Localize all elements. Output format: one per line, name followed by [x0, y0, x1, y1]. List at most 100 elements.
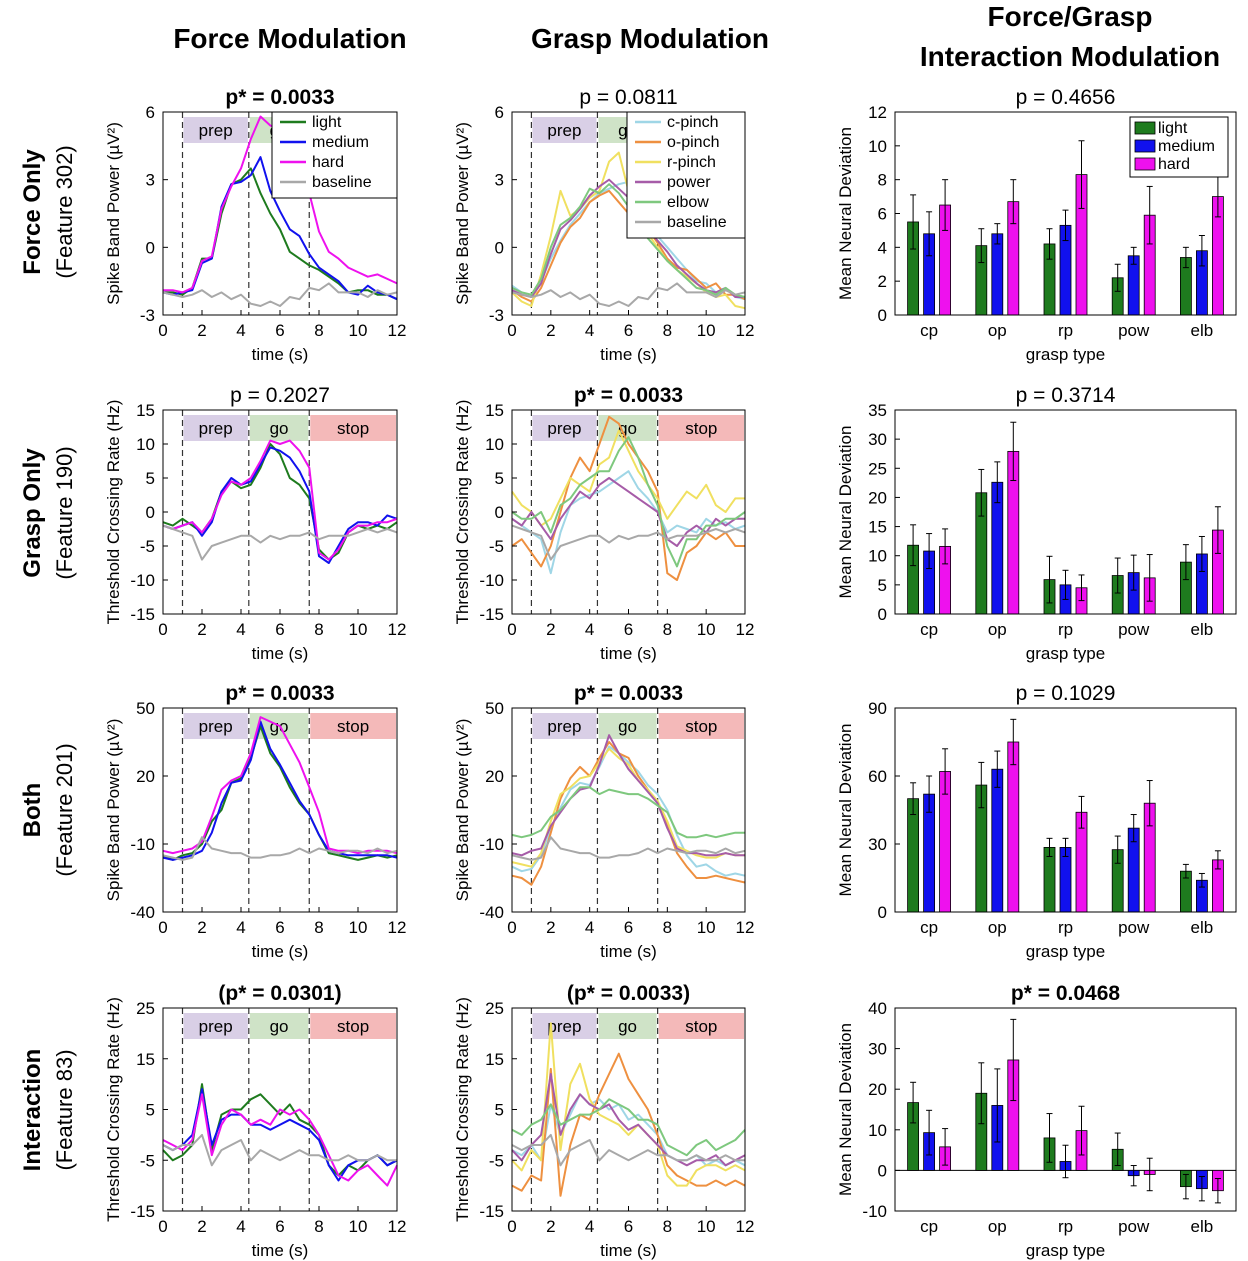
x-tick-label: 10 [349, 321, 368, 340]
series-line-hard [162, 716, 398, 855]
y-tick-label: 10 [136, 435, 155, 454]
legend-label-baseline: baseline [312, 174, 372, 191]
panel-grasp-row3: (p* = 0.0033) Threshold Crossing Rate (Hz… [453, 982, 754, 1260]
y-tick-label: 12 [868, 103, 887, 122]
panel-title: p = 0.2027 [230, 384, 330, 407]
phase-band-go [249, 1013, 309, 1039]
y-tick-label: 40 [868, 999, 887, 1018]
y-tick-label: 5 [878, 576, 887, 595]
series-line-r-pinch [511, 1022, 746, 1187]
x-tick-label: 4 [236, 620, 245, 639]
y-tick-label: 0 [878, 605, 887, 624]
series-line-baseline [162, 282, 398, 307]
y-tick-label: 35 [868, 401, 887, 420]
phase-band-stop [310, 415, 396, 441]
phase-band-stop [310, 713, 396, 739]
x-tick-label: 12 [388, 1217, 407, 1236]
y-axis-label: Mean Neural Deviation [836, 426, 855, 599]
phase-label-prep: prep [547, 419, 581, 438]
legend-swatch-light [1134, 121, 1156, 135]
y-tick-label: 25 [136, 999, 155, 1018]
x-axis-label: grasp type [1026, 345, 1105, 364]
x-tick-label: 10 [349, 620, 368, 639]
category-label: op [988, 1217, 1007, 1236]
x-tick-label: 4 [236, 918, 245, 937]
x-tick-label: 6 [624, 321, 633, 340]
panel-force-row0: p* = 0.0033 Spike Band Power (µV²) time (s… [104, 86, 406, 364]
x-tick-label: 2 [546, 321, 555, 340]
axes-frame [511, 1007, 746, 1212]
panel-title: p = 0.0811 [579, 86, 677, 109]
series-line-baseline [511, 282, 746, 307]
category-label: elb [1191, 918, 1214, 937]
series-line-baseline [162, 836, 398, 861]
y-tick-label: 5 [495, 469, 504, 488]
panel-force-row1: p = 0.2027 Threshold Crossing Rate (Hz) ti… [104, 384, 406, 663]
y-axis-label: Threshold Crossing Rate (Hz) [104, 400, 123, 625]
y-axis-label: Spike Band Power (µV²) [104, 122, 123, 305]
y-tick-label: 6 [146, 103, 155, 122]
series-line-o-pinch [511, 741, 746, 886]
y-tick-label: 25 [485, 999, 504, 1018]
x-tick-label: 2 [197, 620, 206, 639]
phase-label-go: go [618, 1017, 637, 1036]
panel-title: p = 0.4656 [1016, 86, 1116, 109]
phase-band-go [598, 1013, 657, 1039]
axes-frame [894, 1007, 1237, 1212]
panel-force-row2: p* = 0.0033 Spike Band Power (µV²) time (s… [104, 682, 406, 961]
y-tick-label: 90 [868, 699, 887, 718]
series-line-light [162, 1083, 398, 1177]
panel-interaction-row2: p = 0.1029 Mean Neural Deviation grasp typ… [836, 682, 1237, 961]
y-tick-label: 25 [868, 459, 887, 478]
x-tick-label: 6 [275, 1217, 284, 1236]
phase-band-prep [532, 117, 597, 143]
phase-band-go [598, 713, 657, 739]
phase-band-prep [183, 1013, 248, 1039]
x-tick-label: 6 [275, 321, 284, 340]
legend-box [271, 111, 398, 199]
series-line-hard [162, 1093, 398, 1187]
y-tick-label: -40 [479, 903, 504, 922]
bar-medium-op [991, 768, 1004, 913]
phase-band-stop [658, 1013, 744, 1039]
phase-band-stop [658, 415, 744, 441]
y-tick-label: 15 [136, 1050, 155, 1069]
x-tick-label: 2 [546, 1217, 555, 1236]
panel-title: p* = 0.0033 [574, 384, 683, 407]
bar-light-cp [907, 798, 919, 913]
phase-label-prep: prep [547, 121, 581, 140]
panel-interaction-row1: p = 0.3714 Mean Neural Deviation grasp typ… [836, 384, 1237, 663]
phase-band-go [249, 415, 309, 441]
series-line-o-pinch [511, 415, 745, 581]
series-line-hard [162, 439, 398, 561]
y-tick-label: 30 [868, 835, 887, 854]
panel-title: (p* = 0.0301) [218, 982, 341, 1005]
panel-title: p* = 0.0033 [225, 682, 334, 705]
x-tick-label: 10 [697, 1217, 716, 1236]
y-tick-label: 8 [878, 171, 887, 190]
category-label: pow [1118, 321, 1150, 340]
phase-band-prep [183, 117, 248, 143]
panel-title: p* = 0.0468 [1011, 982, 1120, 1005]
chart-panels: p* = 0.0033 Spike Band Power (µV²) time (s… [104, 86, 1237, 1260]
legend-label-medium: medium [1158, 138, 1215, 155]
y-tick-label: -40 [130, 903, 155, 922]
panel-title: p* = 0.0033 [574, 682, 683, 705]
y-tick-label: -10 [862, 1202, 887, 1221]
phase-label-prep: prep [199, 121, 233, 140]
x-axis-label: time (s) [600, 345, 657, 364]
x-tick-label: 0 [158, 918, 167, 937]
y-tick-label: -5 [489, 1151, 504, 1170]
y-tick-label: 10 [485, 435, 504, 454]
axes-frame [511, 409, 746, 615]
y-tick-label: 15 [136, 401, 155, 420]
category-label: cp [920, 918, 938, 937]
x-tick-label: 6 [275, 620, 284, 639]
axes-frame [894, 409, 1237, 615]
x-tick-label: 12 [736, 918, 755, 937]
bar-medium-op [991, 233, 1004, 316]
y-tick-label: 5 [146, 1101, 155, 1120]
legend-label-medium: medium [312, 134, 369, 151]
phase-label-stop: stop [685, 1017, 717, 1036]
x-axis-label: grasp type [1026, 644, 1105, 663]
